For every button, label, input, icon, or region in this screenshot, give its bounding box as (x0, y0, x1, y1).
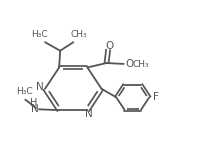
Text: CH₃: CH₃ (132, 60, 149, 69)
Text: F: F (152, 92, 158, 102)
Text: N: N (85, 109, 93, 119)
Text: CH₃: CH₃ (70, 30, 87, 39)
Text: H: H (30, 98, 37, 108)
Text: N: N (36, 82, 44, 92)
Text: N: N (31, 104, 38, 114)
Text: O: O (125, 59, 133, 69)
Text: O: O (104, 41, 113, 51)
Text: H₃C: H₃C (16, 87, 33, 96)
Text: H₃C: H₃C (31, 30, 47, 39)
